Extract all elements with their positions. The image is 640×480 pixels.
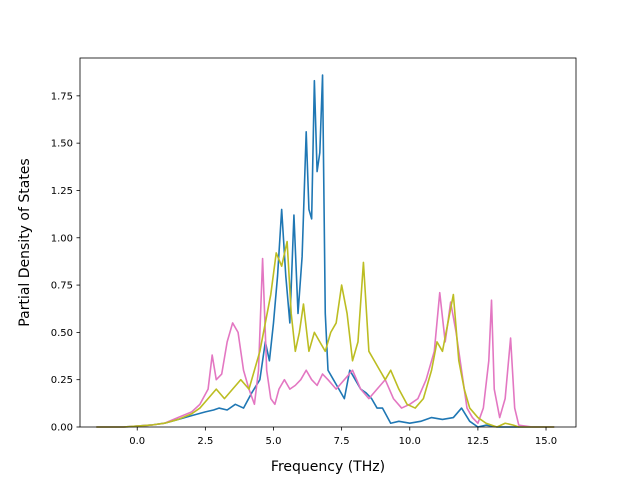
x-tick-label: 0.0: [129, 436, 145, 447]
x-tick-label: 12.5: [467, 436, 489, 447]
series-line-2: [96, 257, 555, 428]
y-tick-label: 0.50: [51, 328, 73, 339]
y-axis-label: Partial Density of States: [17, 158, 33, 326]
y-tick-label: 0.25: [51, 375, 73, 386]
x-tick-label: 2.5: [197, 436, 213, 447]
x-tick-label: 15.0: [535, 436, 557, 447]
y-tick-label: 1.25: [51, 186, 73, 197]
series-line-3: [96, 240, 555, 428]
x-axis-label: Frequency (THz): [271, 459, 385, 475]
series-line-1: [96, 74, 555, 428]
x-tick-label: 10.0: [399, 436, 421, 447]
y-tick-label: 1.00: [51, 233, 73, 244]
y-tick-label: 1.50: [51, 139, 73, 150]
y-tick-label: 0.00: [51, 423, 73, 434]
y-tick-label: 0.75: [51, 281, 73, 292]
y-tick-label: 1.75: [51, 91, 73, 102]
y-axis: 0.00 0.25 0.50 0.75 1.00 1.25 1.50 1.75: [51, 91, 80, 434]
plot-frame: [79, 57, 577, 428]
x-axis: 0.0 2.5 5.0 7.5 10.0 12.5 15.0: [129, 427, 557, 447]
x-tick-label: 5.0: [266, 436, 282, 447]
series-layer: [96, 74, 555, 428]
x-tick-label: 7.5: [334, 436, 350, 447]
